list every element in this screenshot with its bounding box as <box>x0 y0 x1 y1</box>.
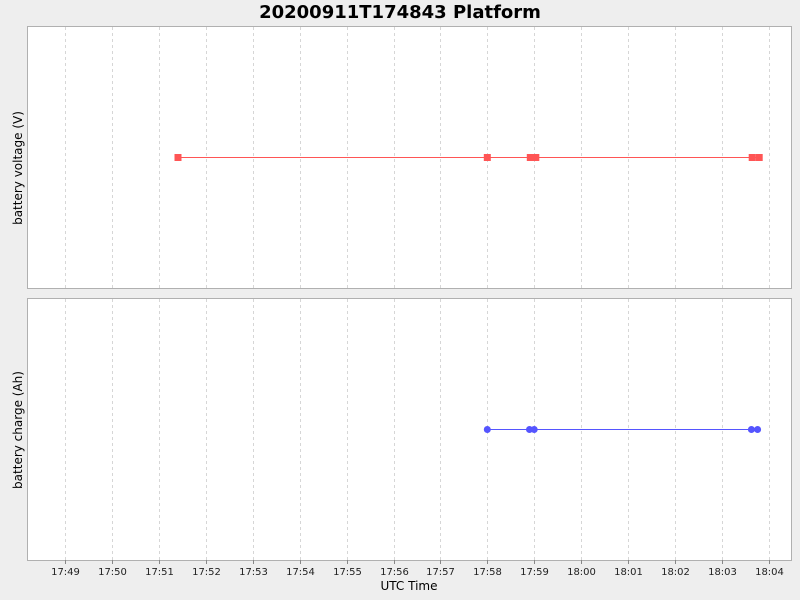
data-point-charge <box>530 426 538 433</box>
data-point-charge <box>754 426 762 433</box>
x-tick-label: 17:57 <box>426 567 455 578</box>
x-axis-label: UTC Time <box>381 579 438 593</box>
x-tick-label: 17:54 <box>286 567 315 578</box>
x-tick-label: 18:01 <box>614 567 643 578</box>
x-axis: 17:49 17:50 17:51 17:52 17:53 17:54 17:55 17:56… <box>51 560 784 578</box>
chart-title: 20200911T174843 Platform <box>259 2 541 23</box>
data-point-voltage <box>526 154 534 161</box>
x-tick-label: 17:56 <box>380 567 409 578</box>
data-point-voltage <box>532 154 540 161</box>
gridlines-voltage <box>65 27 770 288</box>
data-point-voltage <box>748 154 756 161</box>
x-tick-label: 17:51 <box>145 567 174 578</box>
data-point-voltage <box>174 154 182 161</box>
x-tick-label: 17:52 <box>192 567 221 578</box>
x-tick-label: 17:49 <box>51 567 80 578</box>
data-point-voltage <box>483 154 491 161</box>
data-point-voltage <box>755 154 763 161</box>
ylabel-voltage: battery voltage (V) <box>11 111 25 225</box>
x-tick-label: 17:53 <box>239 567 268 578</box>
gridlines-charge <box>65 299 770 560</box>
series-charge <box>483 426 762 433</box>
data-point-charge <box>483 426 491 433</box>
x-tick-label: 17:58 <box>473 567 502 578</box>
x-tick-label: 17:50 <box>98 567 127 578</box>
x-tick-label: 17:59 <box>520 567 549 578</box>
x-tick-label: 18:04 <box>755 567 784 578</box>
series-voltage <box>174 154 763 161</box>
ylabel-charge: battery charge (Ah) <box>11 371 25 489</box>
data-point-charge <box>747 426 755 433</box>
x-tick-label: 18:00 <box>567 567 596 578</box>
panel-voltage: battery voltage (V) <box>11 26 792 289</box>
x-tick-label: 17:55 <box>333 567 362 578</box>
x-tick-label: 18:02 <box>661 567 690 578</box>
panel-charge: battery charge (Ah) <box>11 298 792 561</box>
x-tick-label: 18:03 <box>708 567 737 578</box>
